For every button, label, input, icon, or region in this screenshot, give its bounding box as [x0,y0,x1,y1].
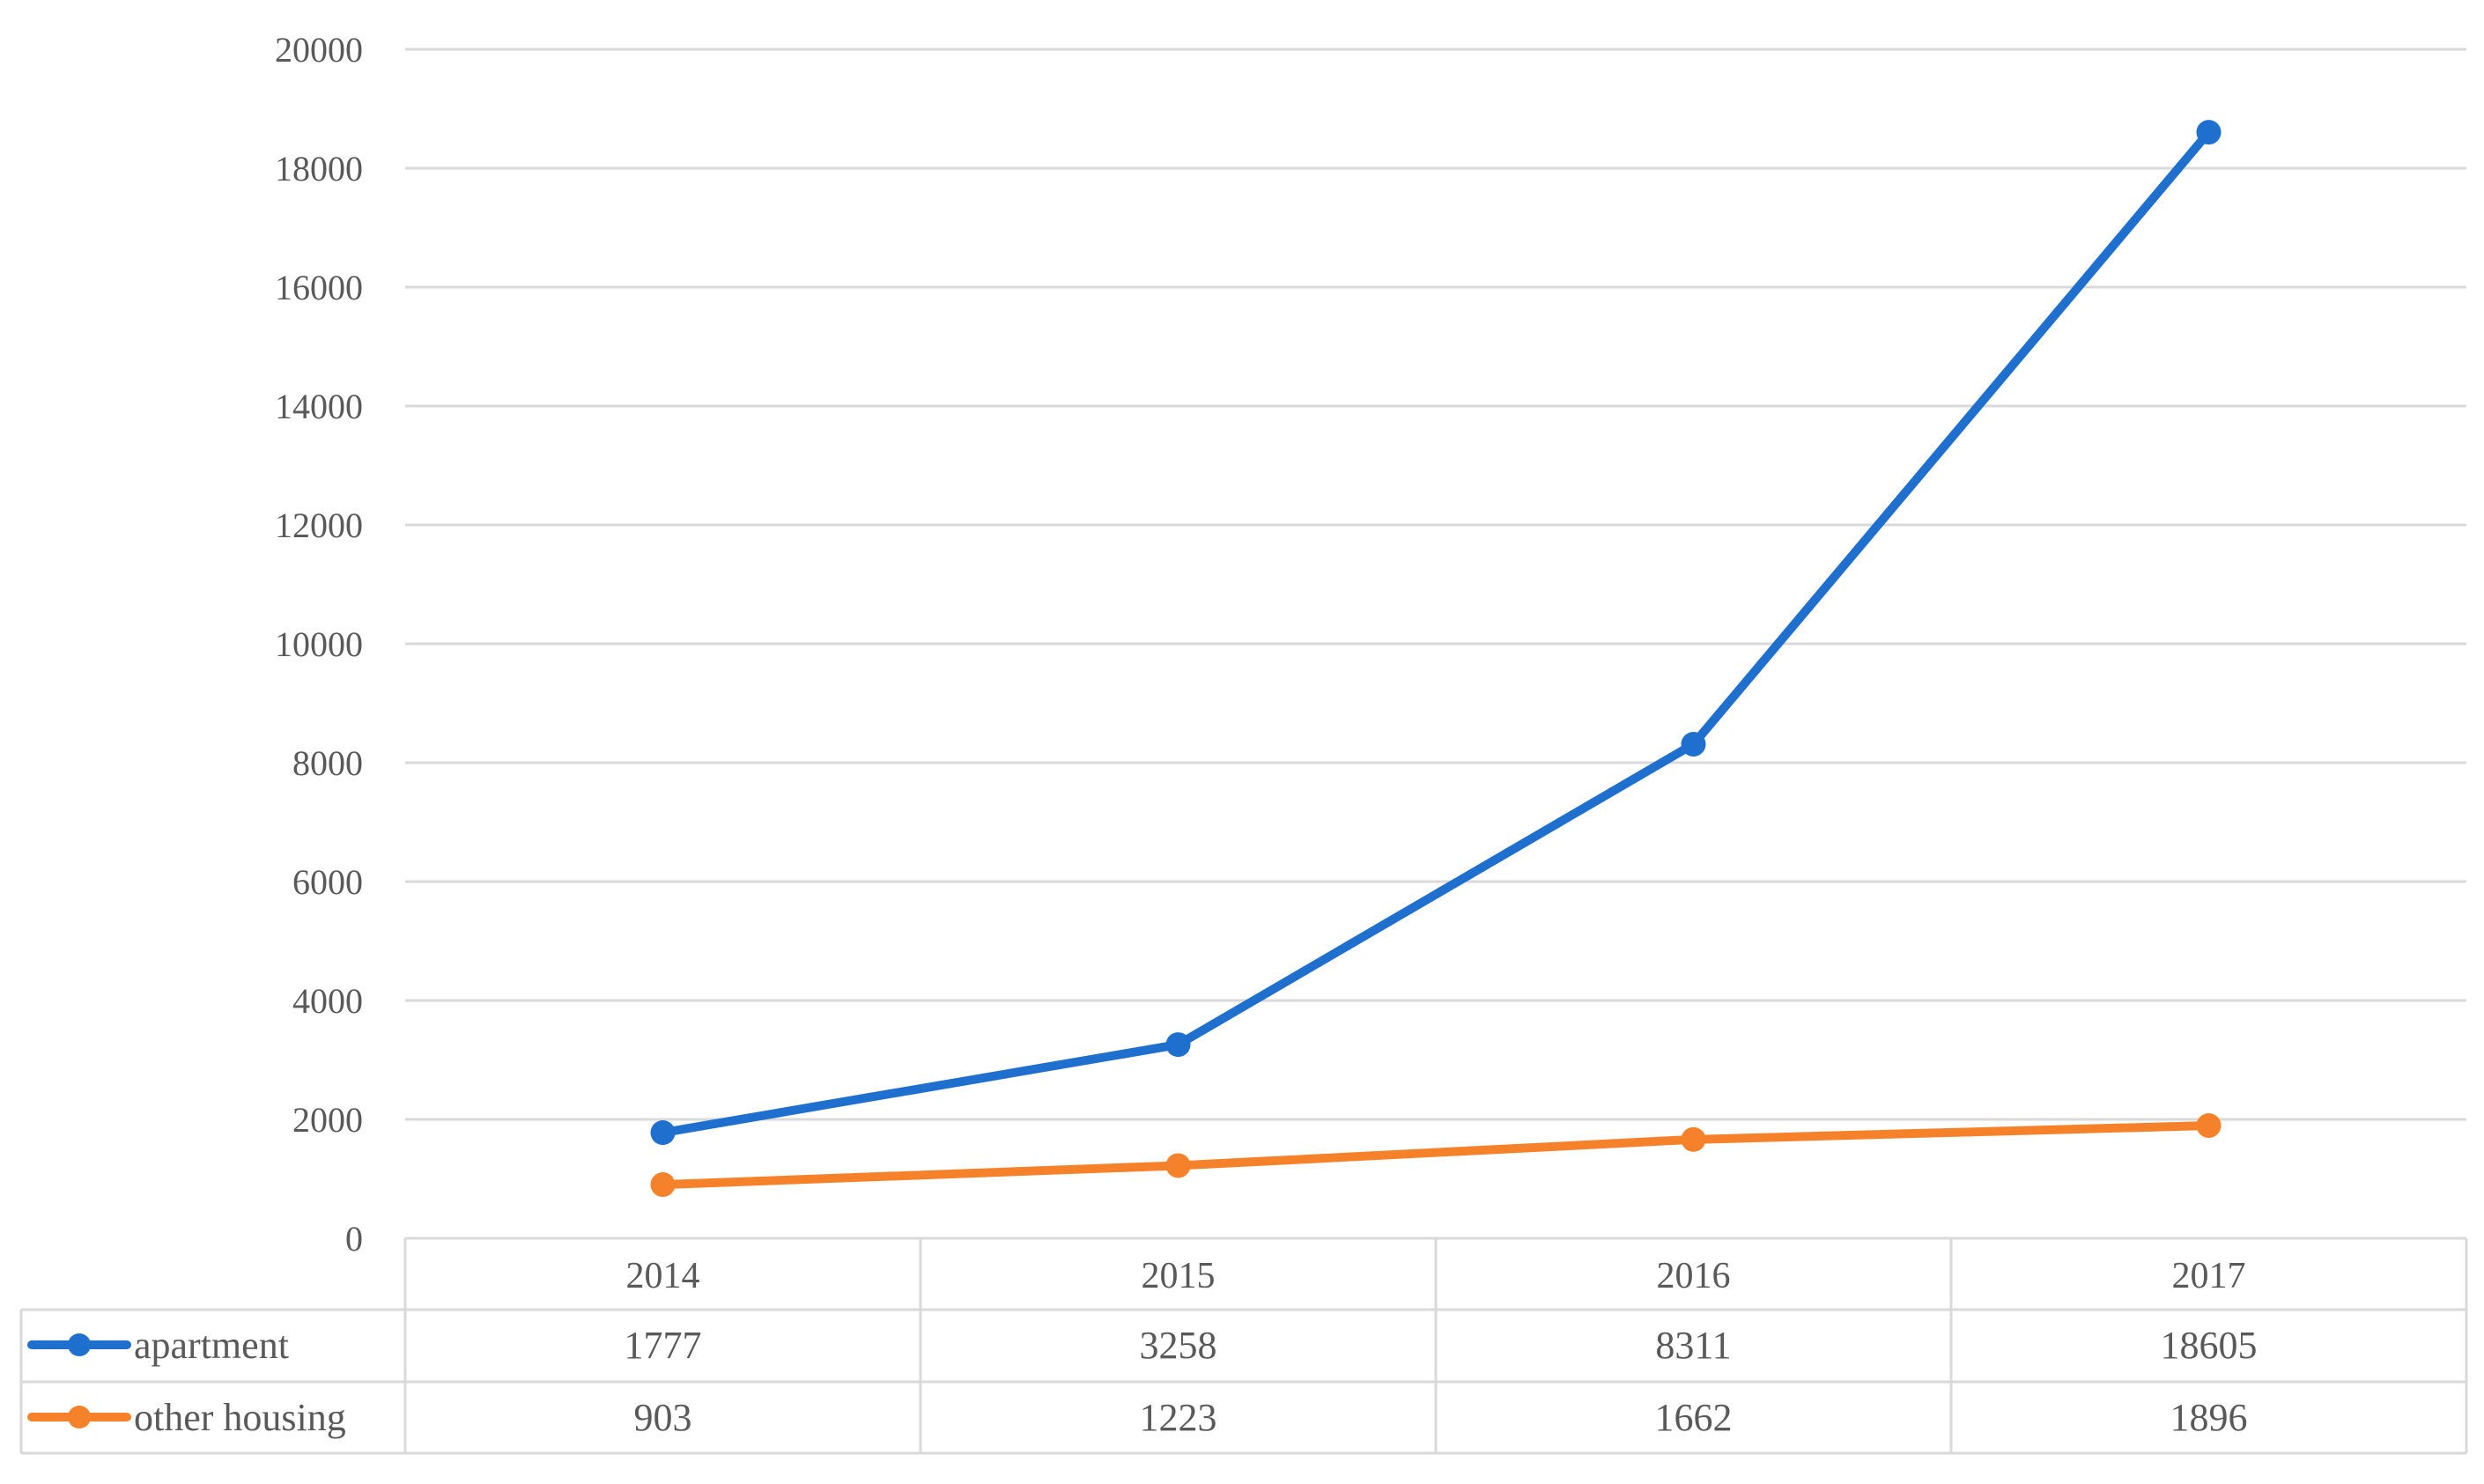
data-table: 2014 2015 2016 2017 apartment 1777 3258 8311 186… [19,1237,2468,1455]
gridlines [405,48,2466,1121]
data-point [2196,1113,2222,1139]
y-tick-label: 10000 [275,624,363,664]
legend-key-marker [68,1333,91,1356]
data-point [1681,1126,1706,1152]
data-point [650,1120,676,1146]
y-tick-label: 6000 [292,862,363,902]
table-cell-value: 903 [634,1396,692,1439]
y-tick-label: 16000 [275,268,363,307]
table-cell-value: 3258 [1140,1324,1217,1367]
legend-key-marker [68,1406,91,1429]
data-point [2196,120,2222,145]
series-line-other-housing [658,1121,2214,1190]
table-cell-value: 1223 [1140,1396,1217,1439]
y-axis-tick-labels: 0 2000 4000 6000 8000 10000 12000 14000 16000 180… [275,30,363,1259]
y-tick-label: 14000 [275,387,363,426]
table-cell-value: 8311 [1655,1324,1731,1367]
series-line-apartment [658,128,2214,1138]
y-tick-label: 8000 [292,743,363,783]
data-point [650,1172,676,1198]
table-cell-value: 18605 [2161,1324,2258,1367]
data-point [1165,1032,1191,1058]
table-cell-value: 1896 [2170,1396,2248,1439]
x-category-label: 2014 [626,1256,700,1296]
data-point [1165,1153,1191,1178]
data-point [1681,732,1706,757]
y-tick-label: 18000 [275,149,363,188]
y-tick-label: 0 [345,1219,363,1259]
y-tick-label: 12000 [275,506,363,545]
table-cell-value: 1777 [625,1324,702,1367]
y-tick-label: 20000 [275,30,363,70]
x-category-label: 2017 [2172,1256,2246,1296]
x-category-label: 2016 [1657,1256,1731,1296]
x-category-label: 2015 [1142,1256,1216,1296]
table-row-label: other housing [134,1396,346,1439]
series-lines [650,120,2222,1198]
y-tick-label: 4000 [292,981,363,1021]
table-cell-value: 1662 [1655,1396,1733,1439]
table-row-label: apartment [134,1324,289,1367]
y-tick-label: 2000 [292,1100,363,1140]
